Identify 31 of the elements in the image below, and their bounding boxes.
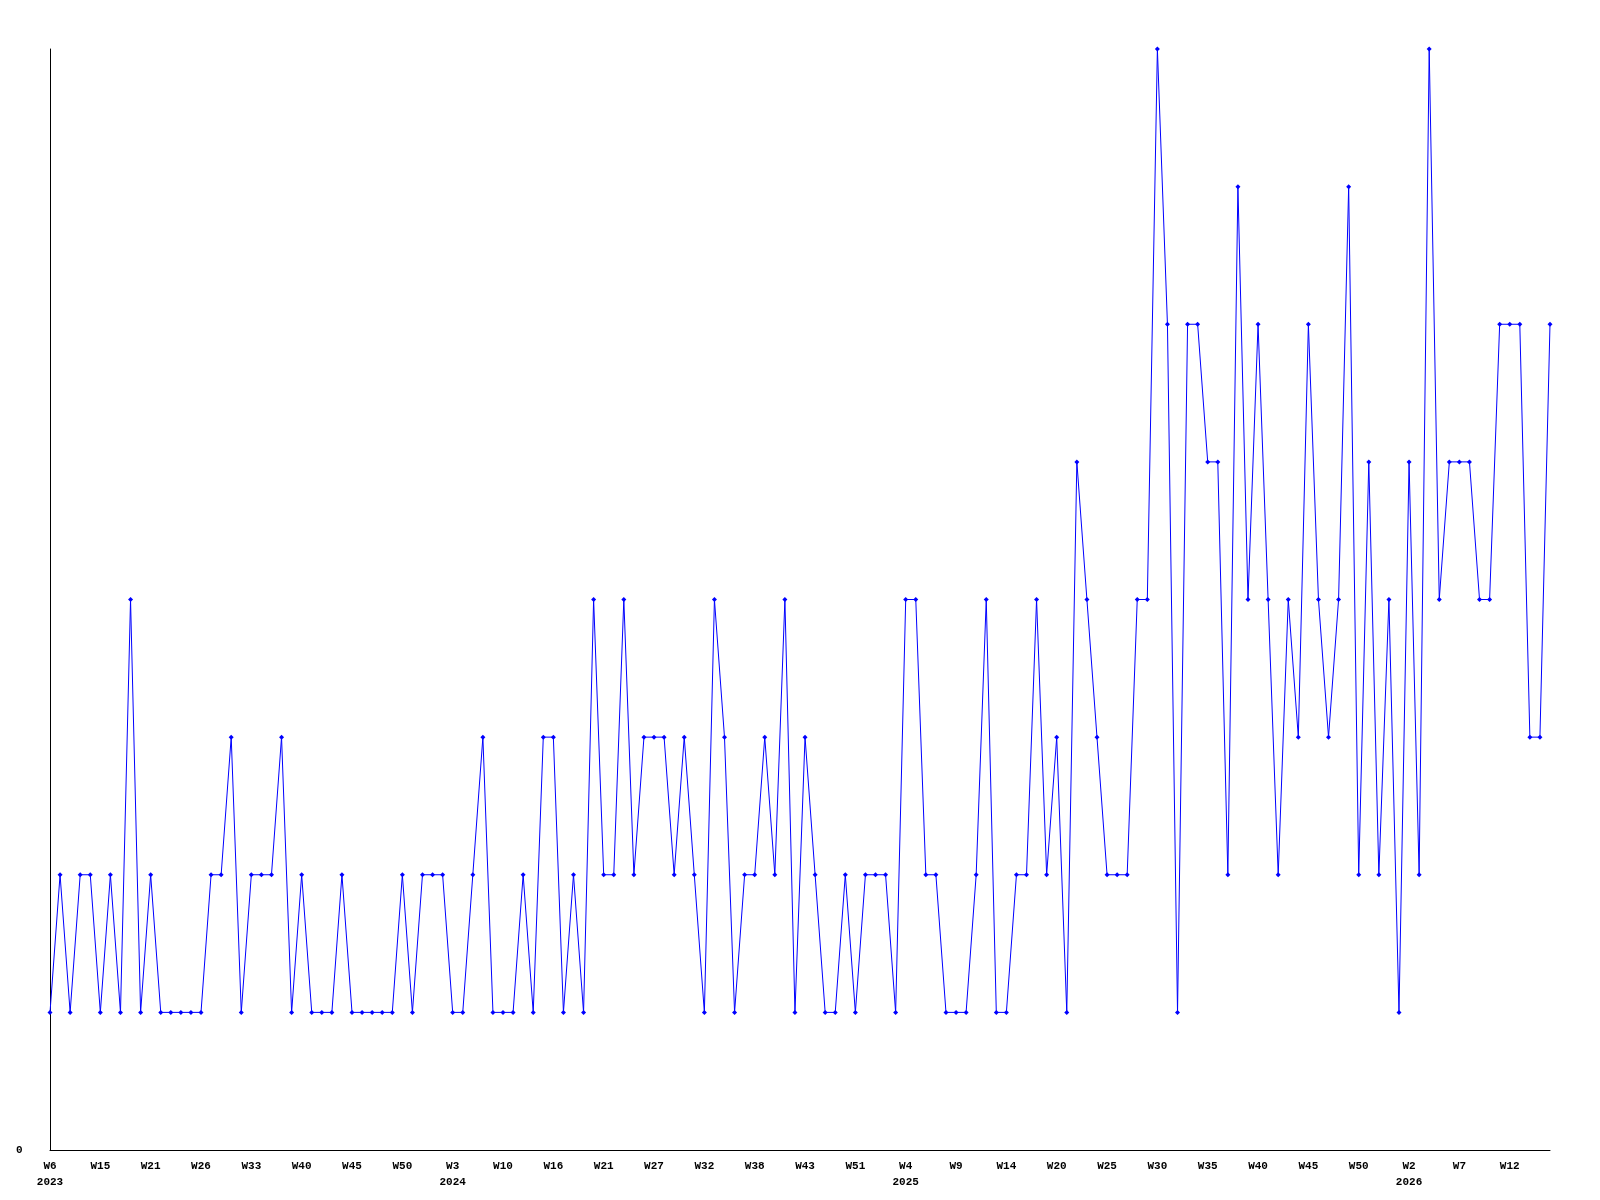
x-tick-label: W6 2023 (36, 1160, 64, 1188)
x-tick-label: W40 (1248, 1160, 1268, 1172)
x-tick-label: W25 (1097, 1160, 1118, 1172)
x-tick-label: W38 (744, 1160, 765, 1172)
x-tick-label: W21 (140, 1160, 161, 1172)
x-tick-label: W3 2024 (439, 1160, 467, 1188)
x-tick-label: W2 2026 (1395, 1160, 1423, 1188)
x-tick-label: W9 (949, 1160, 963, 1172)
x-tick-label: W30 (1147, 1160, 1168, 1172)
x-tick-label: W16 (543, 1160, 564, 1172)
x-tick-label: W51 (845, 1160, 866, 1172)
x-tick-label: W7 (1452, 1160, 1466, 1172)
x-tick-label: W35 (1197, 1160, 1219, 1172)
x-tick-label: W20 (1046, 1160, 1067, 1172)
x-tick-label: W10 (493, 1160, 513, 1172)
x-tick-label: W45 (1298, 1160, 1319, 1172)
x-tick-label: W26 (191, 1160, 211, 1172)
x-tick-label: W33 (241, 1160, 262, 1172)
x-tick-label: W14 (996, 1160, 1017, 1172)
text: 0 (16, 1143, 23, 1156)
x-tick-label: W50 (1348, 1160, 1369, 1172)
x-tick-label: W50 (392, 1160, 413, 1172)
x-tick-label: W12 (1499, 1160, 1520, 1172)
x-tick-label: W21 (593, 1160, 614, 1172)
x-tick-label: W27 (644, 1160, 664, 1172)
x-tick-label: W32 (694, 1160, 715, 1172)
x-tick-label: W43 (795, 1160, 816, 1172)
x-tick-label: W40 (291, 1160, 312, 1172)
x-tick-label: W45 (342, 1160, 363, 1172)
x-tick-label: W15 (90, 1160, 111, 1172)
x-tick-label: W4 2025 (892, 1160, 920, 1188)
